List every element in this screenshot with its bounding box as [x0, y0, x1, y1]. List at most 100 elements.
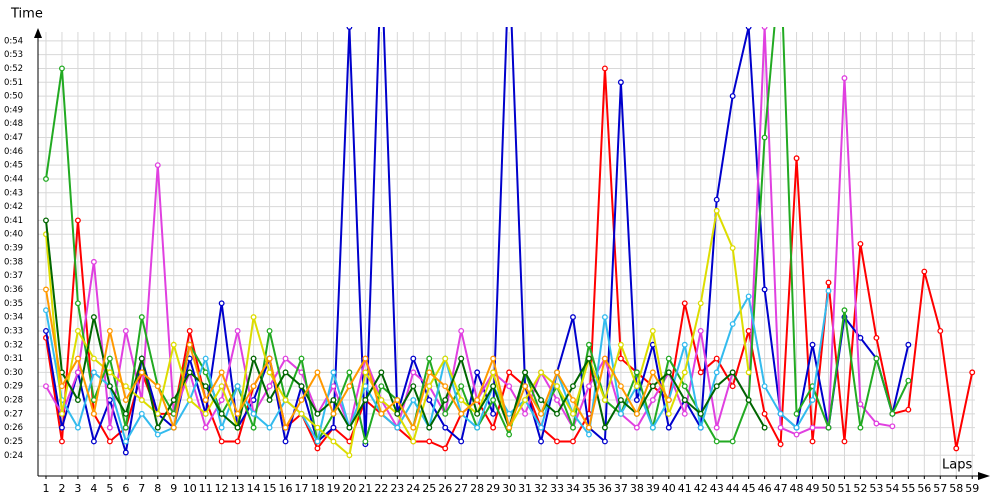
data-point — [825, 287, 832, 294]
data-point — [665, 397, 672, 403]
data-point — [777, 441, 784, 448]
data-point — [106, 424, 113, 431]
data-point — [202, 383, 209, 390]
x-tick-label: 26 — [438, 482, 452, 495]
data-point — [490, 369, 497, 376]
data-point — [586, 355, 592, 362]
y-tick-label: 0:48 — [4, 119, 23, 129]
x-tick-label: 51 — [837, 482, 851, 495]
data-point — [713, 355, 720, 362]
data-point — [474, 397, 481, 403]
y-tick-label: 0:46 — [4, 147, 23, 157]
data-point — [601, 65, 608, 72]
data-point — [202, 355, 209, 362]
data-point — [761, 286, 768, 293]
data-point — [889, 410, 896, 417]
y-tick-label: 0:47 — [4, 133, 23, 143]
data-point — [681, 369, 688, 376]
x-tick-label: 28 — [470, 482, 484, 495]
data-point — [665, 355, 672, 362]
data-point — [186, 327, 193, 334]
data-point — [697, 424, 704, 431]
data-point — [554, 383, 560, 390]
data-point — [649, 397, 656, 403]
data-point — [554, 369, 560, 376]
data-point — [378, 397, 385, 403]
data-point — [729, 93, 736, 100]
data-point — [234, 410, 241, 417]
data-point — [841, 438, 848, 445]
data-point — [170, 341, 177, 348]
data-point — [713, 207, 720, 214]
x-tick-label: 20 — [342, 482, 356, 495]
data-point — [74, 355, 81, 362]
y-tick-label: 0:31 — [4, 354, 23, 364]
data-point — [729, 369, 736, 376]
data-point — [873, 420, 880, 427]
data-point — [506, 383, 513, 390]
data-point — [74, 369, 81, 376]
x-tick-label: 58 — [949, 482, 963, 495]
data-point — [617, 410, 624, 417]
data-point — [905, 341, 912, 348]
data-point — [474, 369, 481, 376]
data-point — [474, 424, 481, 431]
data-point — [681, 300, 688, 307]
data-point — [857, 401, 864, 408]
x-tick-label: 6 — [122, 482, 129, 495]
data-point — [729, 321, 736, 327]
data-point — [681, 410, 688, 417]
data-point — [570, 410, 576, 417]
data-point — [314, 424, 321, 431]
data-point — [601, 424, 608, 431]
data-point — [106, 355, 113, 362]
x-tick-label: 23 — [390, 482, 404, 495]
data-point — [106, 369, 113, 376]
data-point — [426, 424, 433, 431]
data-point — [138, 410, 145, 417]
data-point — [234, 424, 241, 431]
data-point — [809, 424, 816, 431]
data-point — [442, 410, 449, 417]
data-point — [442, 383, 449, 390]
series-line — [44, 289, 670, 432]
data-point — [122, 438, 129, 445]
data-point — [43, 286, 49, 293]
data-point — [394, 397, 401, 403]
data-point — [298, 383, 305, 390]
x-tick-label: 57 — [933, 482, 947, 495]
data-point — [490, 355, 497, 362]
data-point — [266, 369, 273, 376]
data-point — [218, 438, 225, 445]
y-tick-label: 0:37 — [4, 271, 23, 281]
data-point — [330, 410, 337, 417]
data-point — [218, 424, 225, 431]
data-point — [330, 383, 337, 390]
data-point — [729, 438, 736, 445]
data-point — [442, 424, 449, 431]
data-point — [873, 334, 880, 341]
data-point — [586, 424, 592, 431]
data-point — [362, 369, 369, 376]
x-tick-label: 25 — [422, 482, 436, 495]
data-point — [506, 424, 513, 431]
y-tick-label: 0:35 — [4, 299, 23, 309]
y-axis-arrow — [34, 28, 42, 38]
data-point — [122, 424, 129, 431]
data-point — [314, 369, 321, 376]
data-point — [633, 410, 640, 417]
x-tick-label: 44 — [726, 482, 740, 495]
data-point — [410, 438, 417, 445]
y-tick-label: 0:32 — [4, 340, 23, 350]
y-tick-label: 0:54 — [4, 36, 23, 46]
data-point — [713, 196, 720, 203]
x-tick-label: 17 — [294, 482, 308, 495]
data-point — [601, 355, 608, 362]
data-point — [729, 245, 736, 251]
data-point — [713, 438, 720, 445]
data-point — [154, 162, 161, 169]
data-point — [74, 217, 81, 224]
data-point — [43, 383, 49, 390]
data-point — [202, 424, 209, 431]
